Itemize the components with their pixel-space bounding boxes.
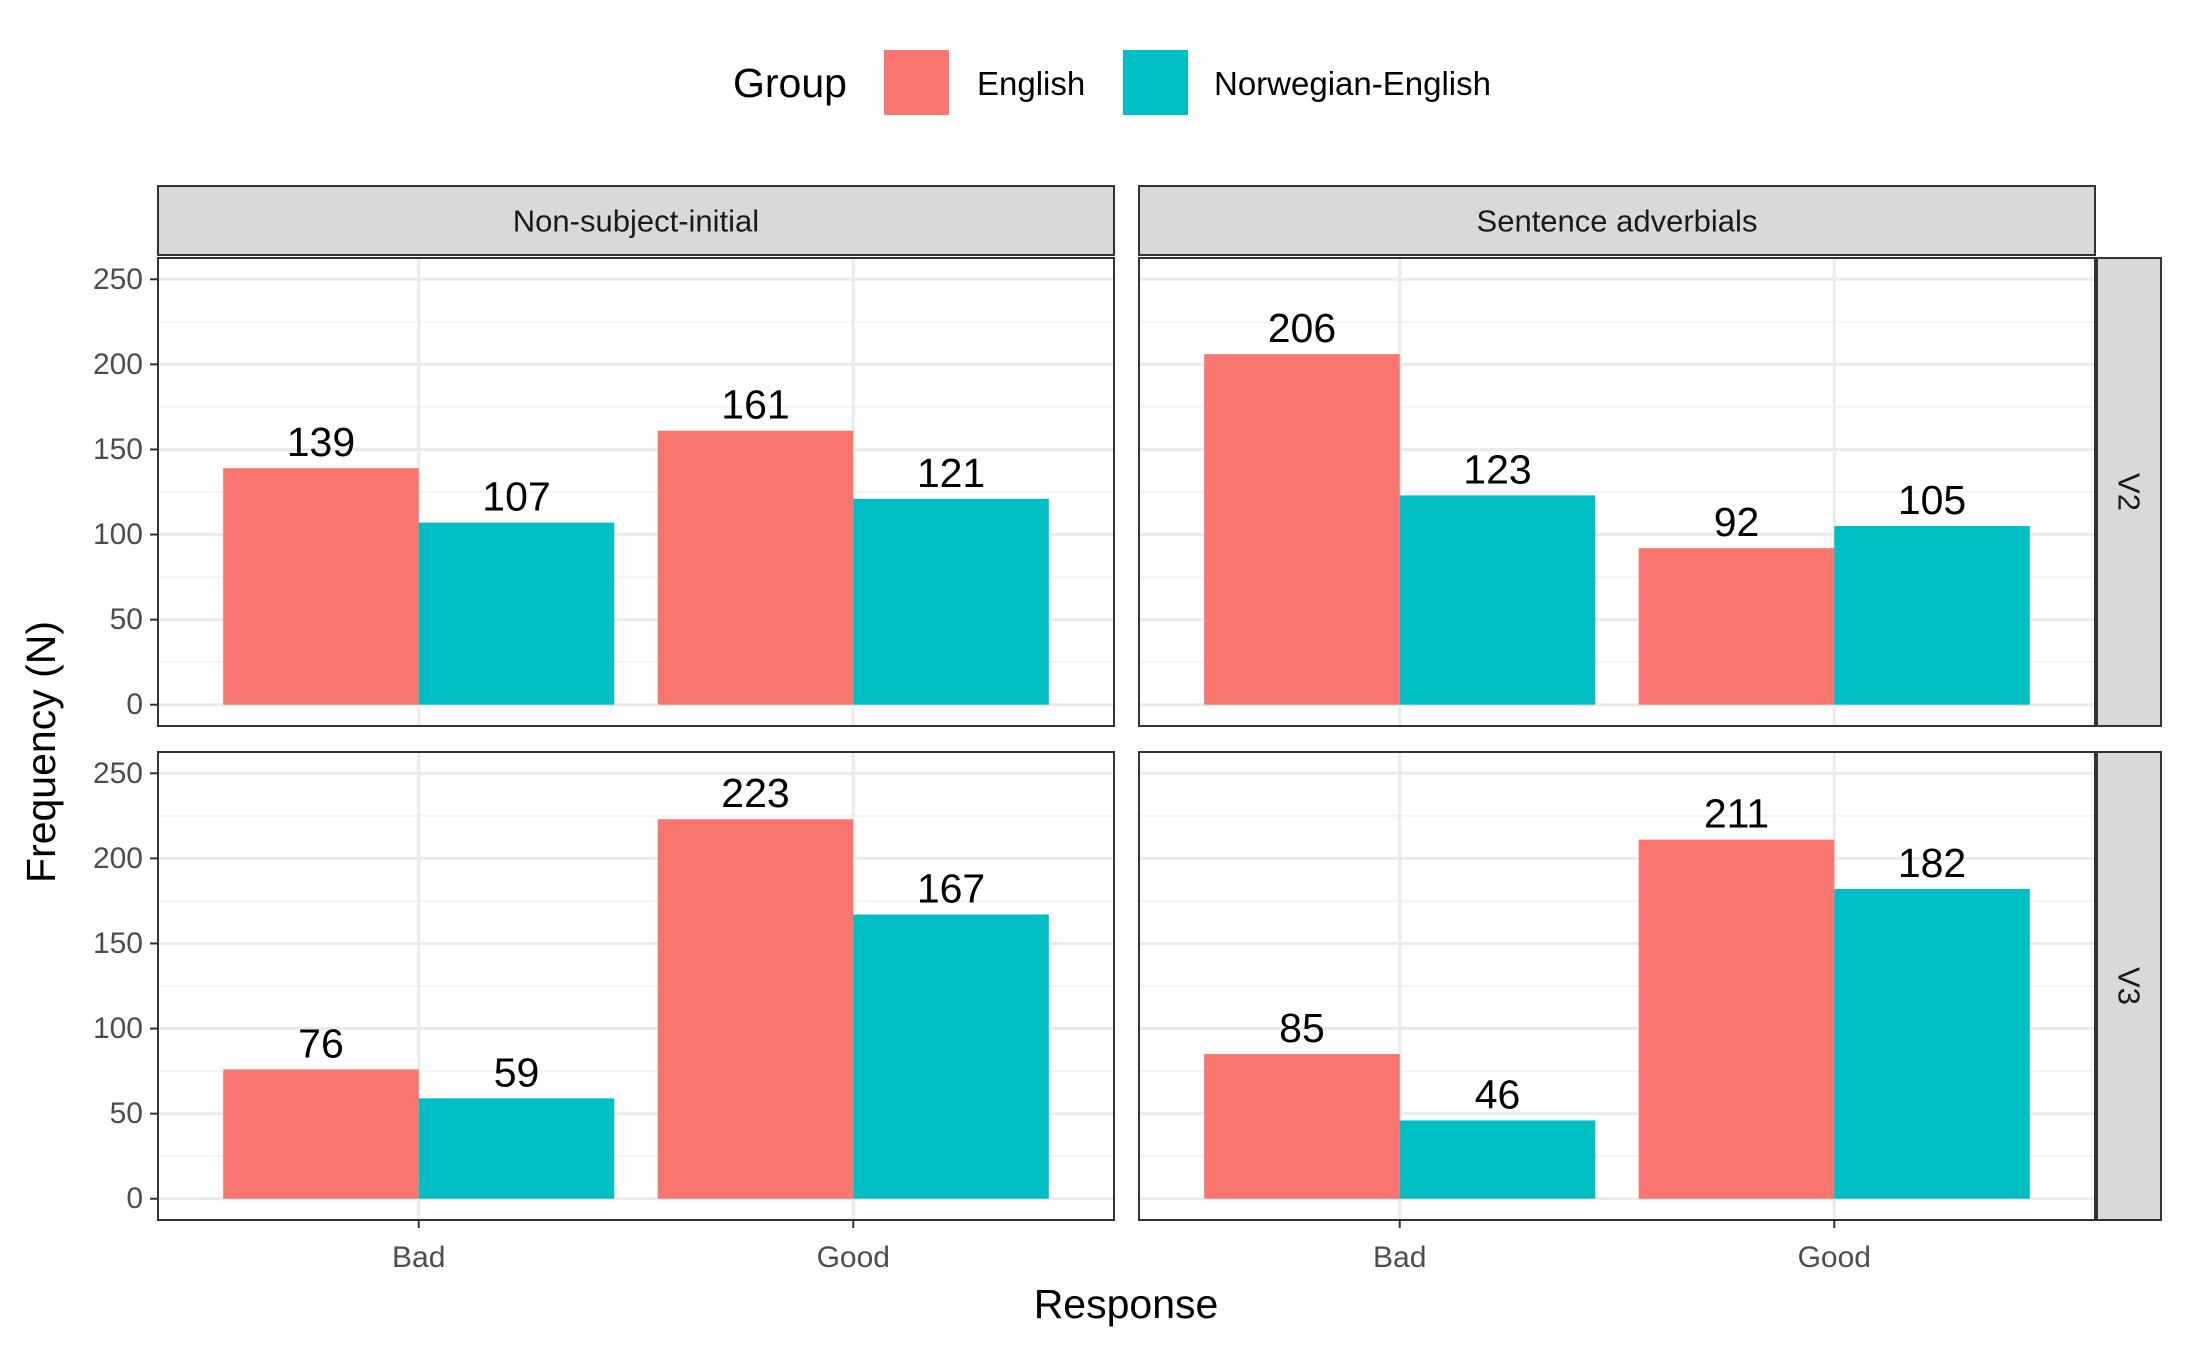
data-label: 121 [917,450,985,496]
y-tick-label: 0 [126,1182,143,1215]
bar-norwegian-english-good [853,914,1049,1199]
x-axis-title: Response [1034,1281,1219,1327]
legend-key-norwegian-english [1123,50,1188,115]
x-tick-label: Good [817,1241,890,1274]
data-label: 105 [1898,477,1966,523]
panel-sentence-adverbials-v2: 206 92 123 105 [1138,257,2096,727]
data-label: 59 [494,1049,540,1095]
data-label: 167 [917,866,985,912]
y-tick-label: 50 [110,1097,143,1130]
x-tick-label: Bad [392,1241,445,1274]
data-label: 76 [298,1020,344,1066]
bar-norwegian-english-bad [418,522,615,705]
y-axis-title: Frequency (N) [18,621,64,883]
facet-strip-non-subject-initial [157,185,1115,256]
bar-norwegian-english-bad [1399,1120,1596,1199]
bar-english-good [657,819,854,1199]
data-label: 46 [1475,1071,1521,1117]
facet-strip-label: V3 [2112,967,2147,1005]
panel-border [1138,751,2096,1221]
bar-english-bad [223,468,419,705]
data-label: 92 [1714,499,1760,545]
facet-strip-label: Sentence adverbials [1477,204,1758,239]
y-tick-label: 150 [93,433,143,466]
bar-english-bad [1204,354,1400,705]
bar-norwegian-english-bad [418,1098,615,1199]
bar-english-good [1638,548,1835,705]
data-label: 139 [287,419,355,465]
bar-english-good [657,430,854,705]
data-label: 107 [482,474,550,520]
y-tick-label: 250 [93,757,143,790]
data-label: 161 [721,382,789,428]
legend: Group English Norwegian-English [733,50,1491,115]
data-label: 206 [1268,305,1336,351]
legend-label-norwegian-english: Norwegian-English [1214,65,1491,102]
y-tick-label: 200 [93,842,143,875]
facet-strip-v2 [2096,257,2162,727]
facet-strip-v3 [2096,751,2162,1221]
legend-title: Group [733,60,847,106]
bar-norwegian-english-bad [1399,495,1596,705]
y-tick-label: 250 [93,263,143,296]
panel-border [157,257,1115,727]
y-tick-label: 0 [126,688,143,721]
panel-non-subject-initial-v3: 76 223 59 167 0 50 100 150 200 250 Bad Good [93,751,1115,1274]
y-tick-label: 100 [93,518,143,551]
facet-strip-label: Non-subject-initial [513,204,759,239]
y-tick-label: 50 [110,603,143,636]
facet-panels: Non-subject-initial Sentence adverbials V2… [93,185,2162,1274]
y-tick-label: 200 [93,348,143,381]
bar-norwegian-english-good [1834,888,2030,1199]
data-label: 85 [1279,1005,1325,1051]
bar-norwegian-english-good [1834,526,2030,705]
y-tick-label: 100 [93,1012,143,1045]
legend-key-english [884,50,949,115]
x-tick-label: Good [1798,1241,1871,1274]
data-label: 211 [1704,791,1769,837]
data-label: 123 [1463,446,1531,492]
panel-border [157,751,1115,1221]
bar-english-good [1638,839,1835,1199]
facet-strip-sentence-adverbials [1138,185,2096,256]
y-tick-label: 150 [93,927,143,960]
panel-border [1138,257,2096,727]
data-label: 182 [1898,840,1966,886]
panel-non-subject-initial-v2: 139 161 107 121 0 50 100 150 200 250 [93,257,1115,727]
x-tick-label: Bad [1373,1241,1426,1274]
panel-sentence-adverbials-v3: 85 211 46 182 Bad Good [1138,751,2096,1274]
bar-english-bad [223,1069,419,1199]
legend-label-english: English [977,65,1085,102]
bar-english-bad [1204,1054,1400,1199]
bar-norwegian-english-good [853,498,1049,705]
facet-strip-label: V2 [2112,473,2147,511]
data-label: 223 [721,770,789,816]
